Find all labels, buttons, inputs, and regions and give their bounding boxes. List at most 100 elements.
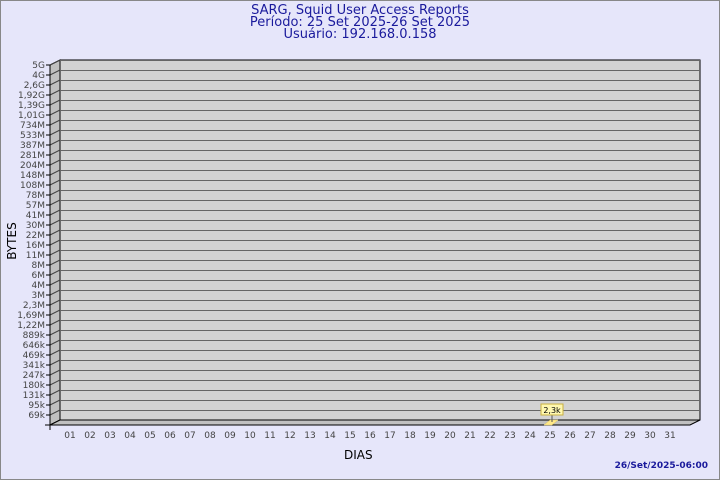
y-tick-label: 78M: [26, 191, 45, 201]
y-tick-label: 387M: [20, 141, 45, 151]
x-axis-label: DIAS: [344, 448, 373, 462]
grid-depth-line: [49, 399, 61, 406]
grid-depth-line: [49, 179, 61, 186]
x-tick-label: 24: [524, 431, 536, 441]
y-tick-label: 5G: [32, 61, 45, 71]
plot-floor: [49, 419, 701, 426]
y-tick-label: 1,01G: [18, 111, 45, 121]
y-tick-label: 341k: [23, 361, 46, 371]
x-tick-label: 10: [244, 431, 256, 441]
x-tick-label: 01: [64, 431, 75, 441]
y-tick-label: 4G: [32, 71, 45, 81]
x-tick-label: 17: [384, 431, 395, 441]
bar-data-label: 2,3k: [543, 406, 561, 415]
x-tick-label: 25: [544, 431, 555, 441]
y-tick-label: 1,39G: [18, 101, 45, 111]
grid-depth-line: [49, 289, 61, 296]
y-tick-label: 4M: [32, 281, 46, 291]
chart-user: Usuário: 192.168.0.158: [283, 27, 437, 42]
grid-depth-line: [49, 299, 61, 306]
x-tick-label: 06: [164, 431, 176, 441]
grid-depth-line: [49, 349, 61, 356]
y-tick-label: 1,69M: [17, 311, 45, 321]
y-tick-label: 41M: [26, 211, 45, 221]
grid-depth-line: [49, 149, 61, 156]
x-tick-label: 19: [424, 431, 436, 441]
y-tick-label: 281M: [20, 151, 45, 161]
x-tick-label: 07: [184, 431, 195, 441]
grid-depth-line: [49, 189, 61, 196]
grid-depth-line: [49, 119, 61, 126]
x-tick-label: 27: [584, 431, 595, 441]
y-tick-label: 6M: [32, 271, 46, 281]
y-tick-label: 247k: [23, 371, 46, 381]
bar-label-box: [540, 403, 564, 416]
chart-title: SARG, Squid User Access Reports: [251, 3, 469, 18]
x-tick-label: 18: [404, 431, 416, 441]
x-tick-label: 26: [564, 431, 576, 441]
grid-depth-line: [49, 169, 61, 176]
x-tick-label: 23: [504, 431, 515, 441]
y-tick-label: 16M: [26, 241, 45, 251]
grid-depth-line: [49, 269, 61, 276]
grid-depth-line: [49, 209, 61, 216]
chart-period: Período: 25 Set 2025-26 Set 2025: [249, 15, 471, 30]
y-tick-label: 108M: [20, 181, 45, 191]
y-tick-label: 646k: [23, 341, 46, 351]
grid-depth-line: [49, 259, 61, 266]
grid-depth-line: [49, 79, 61, 86]
y-tick-label: 204M: [20, 161, 45, 171]
x-tick-label: 30: [644, 431, 656, 441]
bar-day-25: [543, 419, 559, 426]
grid-depth-line: [49, 359, 61, 366]
grid-depth-line: [49, 229, 61, 236]
x-tick-label: 14: [324, 431, 336, 441]
y-tick-label: 8M: [32, 261, 46, 271]
y-tick-label: 1,22M: [17, 321, 45, 331]
x-tick-label: 11: [264, 431, 275, 441]
x-tick-label: 09: [224, 431, 236, 441]
x-tick-label: 20: [444, 431, 456, 441]
x-tick-label: 31: [664, 431, 675, 441]
x-tick-label: 16: [364, 431, 376, 441]
y-tick-label: 889k: [23, 331, 46, 341]
y-tick-label: 148M: [20, 171, 45, 181]
grid-depth-line: [49, 199, 61, 206]
grid-depth-line: [49, 329, 61, 336]
y-axis-label: BYTES: [5, 222, 19, 260]
x-tick-label: 04: [124, 431, 136, 441]
x-tick-label: 15: [344, 431, 355, 441]
y-tick-label: 30M: [26, 221, 45, 231]
x-tick-label: 22: [484, 431, 495, 441]
grid-depth-line: [49, 379, 61, 386]
x-tick-label: 12: [284, 431, 295, 441]
y-tick-label: 69k: [28, 411, 45, 421]
x-tick-label: 08: [204, 431, 216, 441]
grid-depth-line: [49, 249, 61, 256]
grid-depth-line: [49, 159, 61, 166]
x-tick-label: 05: [144, 431, 155, 441]
y-tick-label: 533M: [20, 131, 45, 141]
grid-depth-line: [49, 309, 61, 316]
y-tick-label: 2,6G: [24, 81, 45, 91]
grid-depth-line: [49, 339, 61, 346]
x-tick-label: 13: [304, 431, 315, 441]
grid-depth-line: [49, 89, 61, 96]
grid-depth-line: [49, 279, 61, 286]
grid-depth-line: [49, 99, 61, 106]
x-tick-label: 29: [624, 431, 636, 441]
y-tick-label: 2,3M: [23, 301, 45, 311]
y-tick-label: 11M: [26, 251, 45, 261]
y-tick-label: 131k: [23, 391, 46, 401]
y-tick-label: 1,92G: [18, 91, 45, 101]
y-tick-label: 734M: [20, 121, 45, 131]
grid-depth-line: [49, 369, 61, 376]
timestamp: 26/Set/2025-06:00: [614, 461, 708, 471]
grid-depth-line: [49, 319, 61, 326]
grid-depth-line: [49, 139, 61, 146]
y-tick-label: 57M: [26, 201, 45, 211]
grid-depth-line: [49, 389, 61, 396]
y-tick-label: 95k: [28, 401, 45, 411]
y-tick-label: 469k: [23, 351, 46, 361]
